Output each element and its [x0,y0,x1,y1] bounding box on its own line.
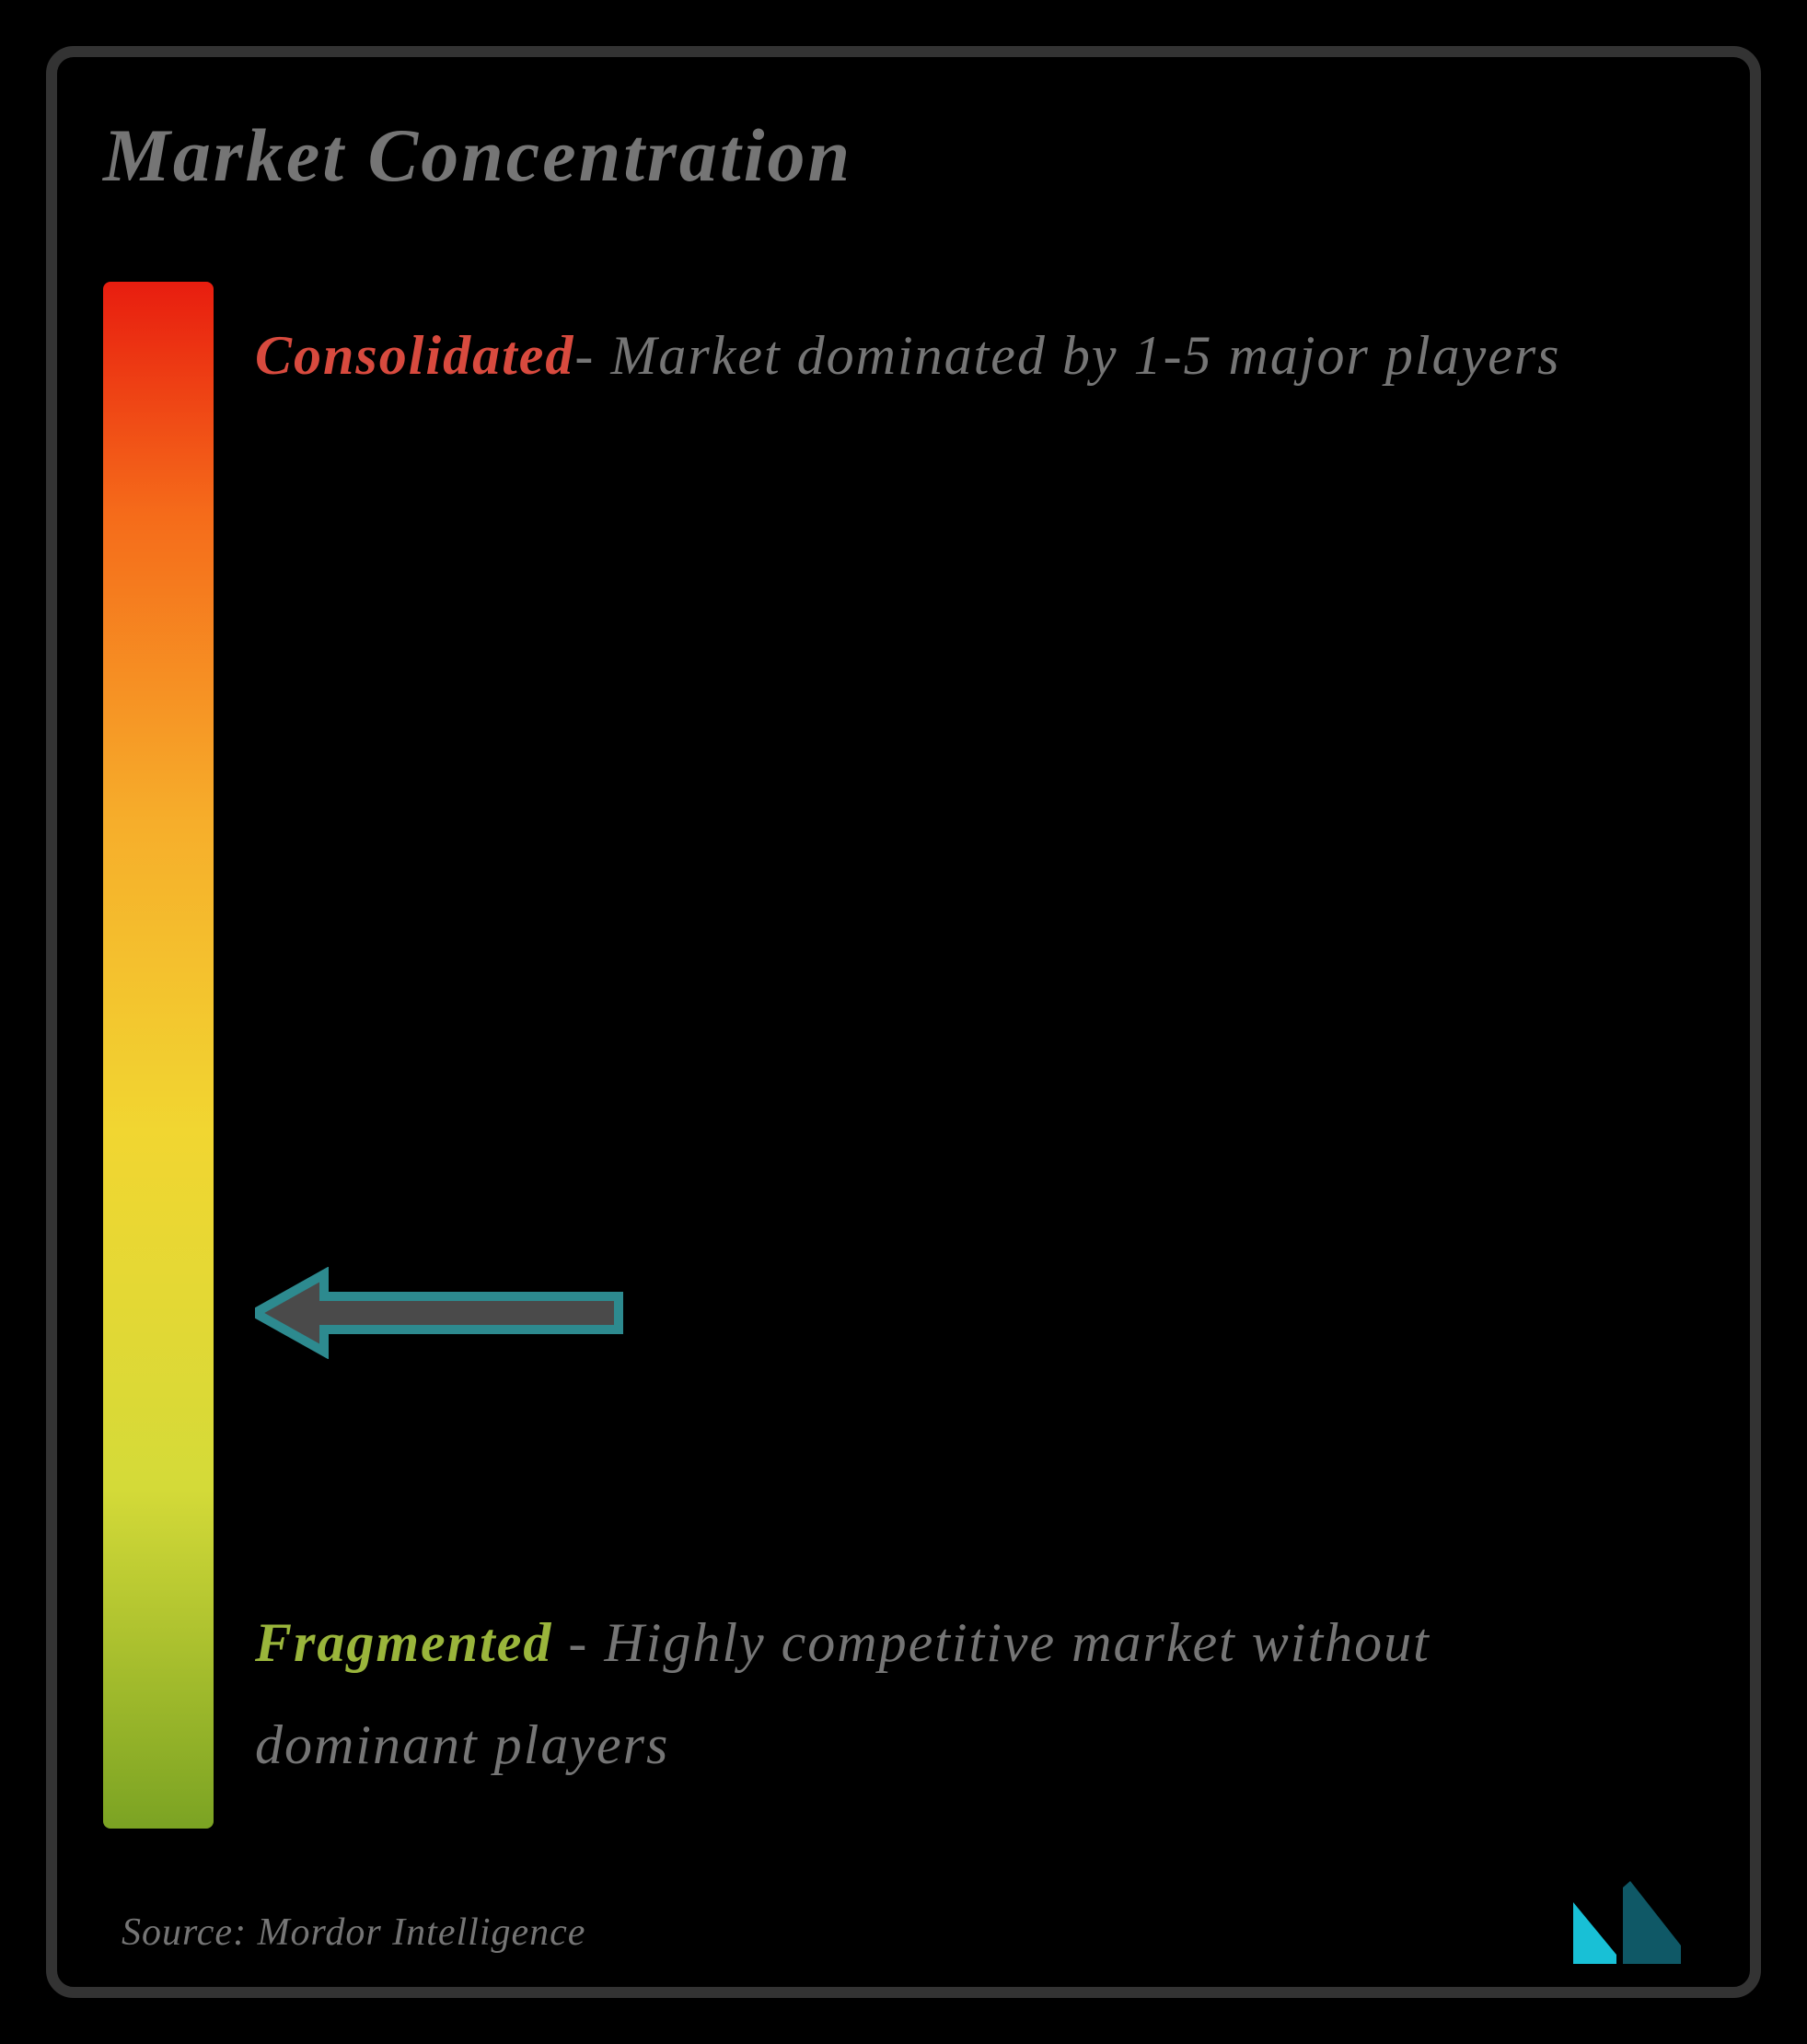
consolidated-desc-text: - Market dominated by 1-5 major players [574,325,1560,386]
source-name: Mordor Intelligence [258,1911,586,1954]
logo-right-shape [1623,1881,1681,1964]
source-attribution: Source: Mordor Intelligence [122,1910,585,1955]
source-prefix: Source: [122,1911,258,1954]
arrow-svg [255,1267,623,1359]
brand-logo-icon [1566,1876,1695,1969]
position-arrow-icon [255,1267,623,1359]
page-title: Market Concentration [103,112,1704,199]
fragmented-label: Fragmented [255,1612,552,1673]
content-area: Consolidated- Market dominated by 1-5 ma… [103,282,1704,1829]
consolidated-description: Consolidated- Market dominated by 1-5 ma… [255,305,1667,407]
main-container: Market Concentration Consolidated- Marke… [46,46,1761,1998]
consolidated-label: Consolidated [255,325,574,386]
consolidated-text: Consolidated- Market dominated by 1-5 ma… [255,305,1667,407]
concentration-gradient-bar [103,282,214,1829]
fragmented-text: Fragmented - Highly competitive market w… [255,1592,1667,1796]
fragmented-description: Fragmented - Highly competitive market w… [255,1592,1667,1796]
logo-left-shape [1573,1902,1616,1964]
logo-svg [1566,1876,1695,1969]
arrow-path [255,1274,619,1352]
descriptions-column: Consolidated- Market dominated by 1-5 ma… [255,282,1704,1829]
